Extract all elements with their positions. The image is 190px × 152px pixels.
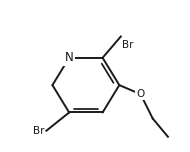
Text: O: O [136,89,145,99]
Text: Br: Br [33,126,45,136]
Text: N: N [65,51,74,64]
Text: Br: Br [122,40,134,50]
